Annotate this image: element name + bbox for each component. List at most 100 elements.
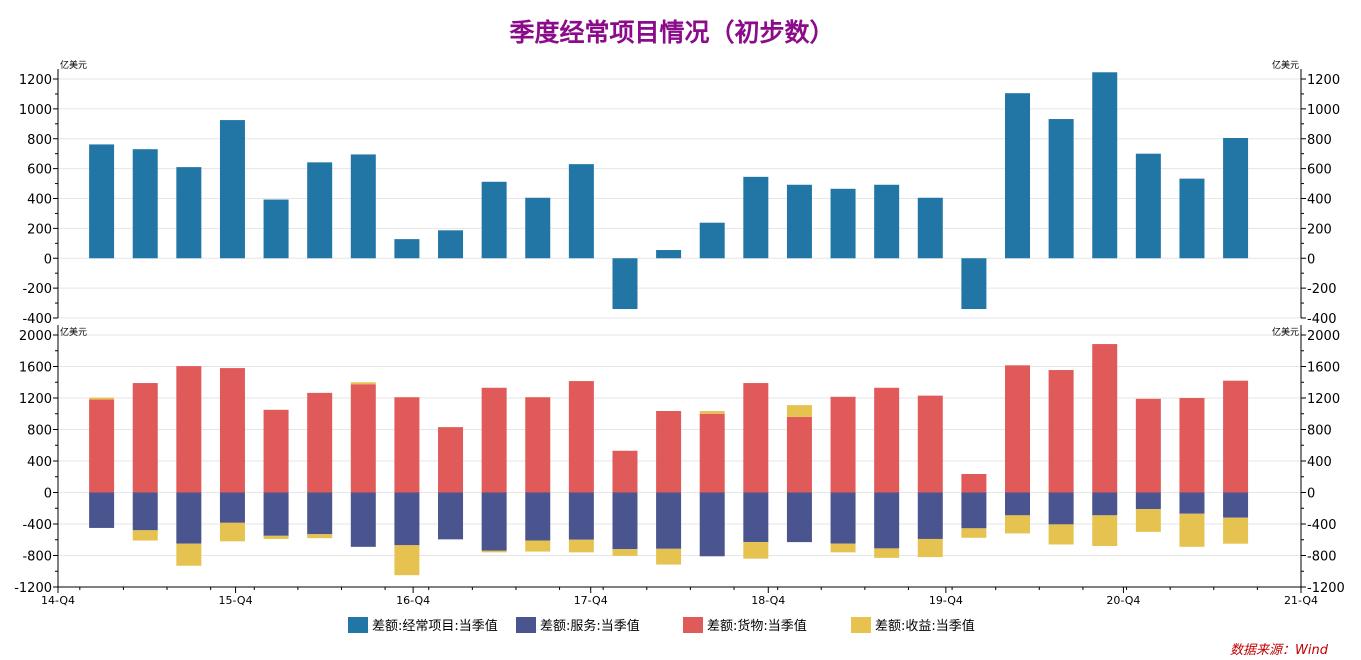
goods-bar [568,381,594,493]
top-right-tick-label: 1200 [1307,73,1340,88]
services-bar [656,492,682,549]
services-bar [263,492,289,536]
goods-bar [874,387,900,493]
goods-bar [743,383,769,493]
current-account-bar [612,258,638,310]
top-left-tick-label: 1000 [19,103,52,118]
current-account-bar [89,144,115,259]
goods-bar [481,387,507,493]
income-bar [89,397,115,400]
bottom-right-tick-label: -1200 [1307,581,1345,596]
legend-swatch [683,617,703,633]
bottom-panel-bars [89,344,1249,576]
goods-bar [917,395,943,493]
services-bar [1223,492,1249,518]
bottom-left-tick-label: 2000 [19,329,52,344]
income-bar [830,543,856,553]
income-bar [350,382,376,385]
bottom-right-tick-label: 0 [1307,487,1315,502]
current-account-bar [176,167,202,259]
top-right-tick-label: 200 [1307,222,1332,237]
legend-swatch [851,617,871,633]
current-account-bar [307,162,333,259]
bottom-left-unit-label: 亿美元 [60,326,87,338]
income-bar [699,410,725,414]
goods-bar [219,368,245,493]
current-account-bar [525,197,551,259]
current-account-bar [699,222,725,259]
services-bar [481,492,507,551]
goods-bar [786,416,812,493]
top-left-tick-label: 400 [27,193,52,208]
goods-bar [699,413,725,493]
legend-swatch [516,617,536,633]
data-source-note: 数据来源：Wind [1230,643,1329,658]
income-bar [1179,513,1205,547]
top-left-tick-label: 800 [27,133,52,148]
top-left-tick-label: 200 [27,222,52,237]
x-tick-label: 15-Q4 [219,594,253,607]
income-bar [394,545,420,576]
services-bar [394,492,420,546]
income-bar [219,522,245,542]
current-account-bar [568,164,594,259]
current-account-bar [786,184,812,259]
bottom-left-tick-label: 0 [44,487,52,502]
axes: -400 -400 -200 -200 0 0 200 200 400 400 600 600 800 8… [14,69,1345,607]
services-bar [307,492,333,535]
services-bar [438,492,464,540]
current-account-bar [1005,93,1031,259]
top-right-tick-label: 400 [1307,193,1332,208]
legend: 差额:经常项目:当季值 差额:服务:当季值 差额:货物:当季值 差额:收益:当季值 [348,617,975,634]
current-account-bar [830,188,856,259]
current-account-bar [219,120,245,259]
current-account-bar [874,184,900,259]
goods-bar [307,392,333,493]
goods-bar [394,397,420,493]
top-right-tick-label: -200 [1307,282,1337,297]
top-right-tick-label: 800 [1307,133,1332,148]
x-tick-label: 14-Q4 [41,594,75,607]
x-tick-label: 18-Q4 [751,594,785,607]
services-bar [176,492,202,544]
income-bar [786,405,812,417]
current-account-bar [132,149,158,259]
goods-bar [961,473,987,493]
income-bar [1223,517,1249,544]
goods-bar [263,409,289,493]
bottom-left-tick-label: -800 [22,550,52,565]
bottom-left-tick-label: 400 [27,455,52,470]
current-account-bar [917,197,943,259]
services-bar [743,492,769,543]
x-tick-label: 21-Q4 [1284,594,1318,607]
income-bar [132,530,158,541]
bottom-left-tick-label: -400 [22,518,52,533]
current-account-bar [1092,72,1118,259]
bottom-right-unit-label: 亿美元 [1272,326,1299,338]
top-left-tick-label: -200 [22,282,52,297]
goods-bar [1048,370,1074,493]
current-account-bar [263,199,289,259]
income-bar [1092,515,1118,547]
income-bar [525,540,551,552]
goods-bar [656,410,682,493]
income-bar [176,543,202,566]
services-bar [830,492,856,544]
services-bar [961,492,987,529]
income-bar [1005,515,1031,534]
services-bar [350,492,376,547]
services-bar [1005,492,1031,516]
current-account-bar [961,258,987,310]
goods-bar [132,383,158,493]
current-account-bar [743,176,769,259]
legend-swatch [348,617,368,633]
goods-bar [350,384,376,493]
top-left-tick-label: 0 [44,252,52,267]
goods-bar [1135,398,1161,493]
services-bar [699,492,725,557]
current-account-bar [1179,178,1205,259]
income-bar [961,528,987,538]
legend-label: 差额:收益:当季值 [875,618,975,634]
bottom-right-tick-label: -800 [1307,550,1337,565]
legend-label: 差额:货物:当季值 [707,618,807,634]
